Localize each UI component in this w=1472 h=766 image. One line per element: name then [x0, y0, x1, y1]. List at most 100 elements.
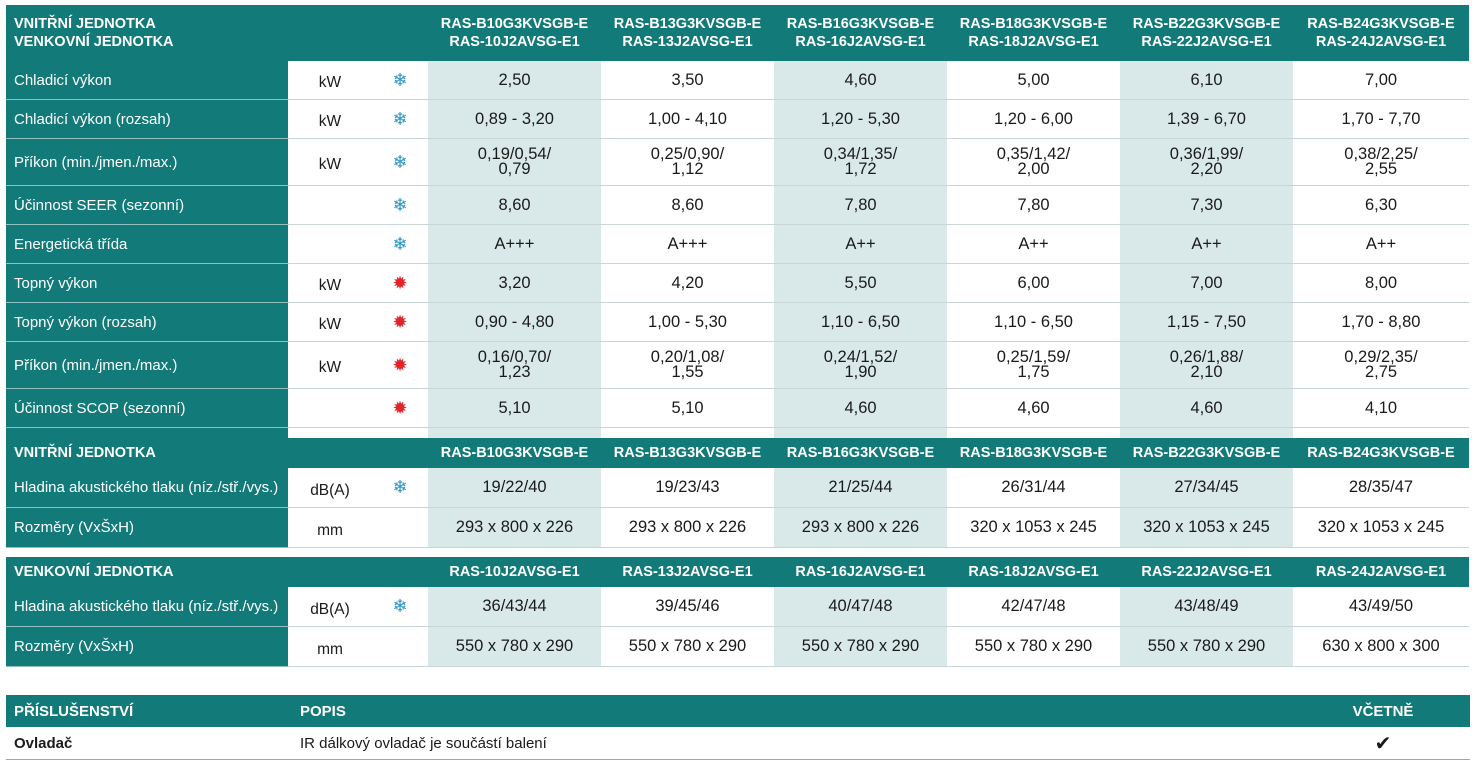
row-label: Rozměry (VxŠxH)	[6, 626, 288, 667]
value-cell: 8,60	[601, 185, 774, 225]
value-line: 2,00	[1017, 160, 1050, 178]
value-cell: 1,10 - 6,50	[774, 302, 947, 342]
spec-row: Energetická třída ❄ A+++ A+++ A++ A++ A++ A++	[6, 224, 1469, 264]
value-cell: 40/47/48	[774, 587, 947, 627]
value-cell: 0,90 - 4,80	[428, 302, 601, 342]
value-cell: 4,60	[774, 388, 947, 428]
row-label: Hladina akustického tlaku (níz./stř./vys…	[6, 587, 288, 627]
value-line: 1,23	[498, 363, 531, 381]
value-line: 0,38/2,25/	[1344, 145, 1418, 163]
spec-row: Hladina akustického tlaku (níz./stř./vys…	[6, 468, 1469, 508]
row-label: Rozměry (VxŠxH)	[6, 507, 288, 548]
value-cell: 0,24/1,52/1,90	[774, 341, 947, 389]
value-cell: 1,00 - 5,30	[601, 302, 774, 342]
value-cell: 8,00	[1293, 263, 1469, 303]
value-cell: 0,34/1,35/1,72	[774, 138, 947, 186]
row-label: Účinnost SCOP (sezonní)	[6, 388, 288, 428]
snowflake-icon: ❄	[392, 477, 408, 497]
value-line: 1,75	[1017, 363, 1050, 381]
indoor-model-header: RAS-B22G3KVSGB-E	[1120, 438, 1293, 468]
outdoor-model-header: RAS-13J2AVSG-E1	[601, 557, 774, 587]
mode-icon-cell: ❄	[372, 587, 428, 627]
indoor-model: RAS-B16G3KVSGB-E	[786, 16, 935, 32]
value-line: 0,35/1,42/	[996, 145, 1071, 163]
accessory-desc-header: POPIS	[292, 695, 1296, 727]
checkmark-icon: ✔	[1374, 732, 1392, 755]
value-cell: 0,16/0,70/1,23	[428, 341, 601, 389]
accessory-name-header: PŘÍSLUŠENSTVÍ	[6, 695, 292, 727]
spec-row: Chladicí výkon (rozsah) kW ❄ 0,89 - 3,20 1,0…	[6, 99, 1469, 139]
value-line: 1,90	[844, 363, 877, 381]
unit-label	[288, 224, 372, 264]
value-cell: 3,50	[601, 61, 774, 100]
indoor-header-row: VNITŘNÍ JEDNOTKA RAS-B10G3KVSGB-E RAS-B1…	[6, 438, 1469, 468]
outdoor-model-header: RAS-24J2AVSG-E1	[1293, 557, 1469, 587]
included-cell: ✔	[1296, 727, 1470, 760]
value-cell: 1,39 - 6,70	[1120, 99, 1293, 139]
model-header: RAS-B10G3KVSGB-E RAS-10J2AVSG-E1	[428, 5, 601, 61]
indoor-model-header: RAS-B18G3KVSGB-E	[947, 438, 1120, 468]
value-cell: 8,60	[428, 185, 601, 225]
value-cell: 0,35/1,42/2,00	[947, 138, 1120, 186]
value-cell: 1,00 - 4,10	[601, 99, 774, 139]
value-cell: A++	[774, 224, 947, 264]
value-line: 2,75	[1364, 363, 1398, 381]
model-header: RAS-B13G3KVSGB-E RAS-13J2AVSG-E1	[601, 5, 774, 61]
outdoor-model-header: RAS-22J2AVSG-E1	[1120, 557, 1293, 587]
value-cell: A+++	[601, 224, 774, 264]
indoor-model: RAS-B10G3KVSGB-E	[440, 16, 589, 32]
value-cell: 1,70 - 8,80	[1293, 302, 1469, 342]
snowflake-icon: ❄	[392, 108, 408, 129]
value-cell: 0,20/1,08/1,55	[601, 341, 774, 389]
value-cell: 27/34/45	[1120, 468, 1293, 508]
value-cell: 0,89 - 3,20	[428, 99, 601, 139]
outdoor-model-header: RAS-16J2AVSG-E1	[774, 557, 947, 587]
indoor-model: RAS-B18G3KVSGB-E	[959, 16, 1108, 32]
unit-label: kW	[288, 263, 372, 303]
indoor-body: Hladina akustického tlaku (níz./stř./vys…	[6, 468, 1469, 548]
outdoor-model: RAS-13J2AVSG-E1	[622, 34, 753, 50]
value-cell: 6,10	[1120, 61, 1293, 100]
model-header: RAS-B24G3KVSGB-E RAS-24J2AVSG-E1	[1293, 5, 1469, 61]
value-cell: 293 x 800 x 226	[601, 507, 774, 548]
value-cell: 5,10	[601, 388, 774, 428]
accessory-included-header: VČETNĚ	[1296, 695, 1470, 727]
outdoor-unit-table: VENKOVNÍ JEDNOTKA RAS-10J2AVSG-E1 RAS-13…	[6, 557, 1469, 667]
row-label: Topný výkon (rozsah)	[6, 302, 288, 342]
row-label: Účinnost SEER (sezonní)	[6, 185, 288, 225]
value-cell: 550 x 780 x 290	[947, 626, 1120, 667]
sun-icon: ✹	[392, 397, 408, 418]
value-cell: 293 x 800 x 226	[774, 507, 947, 548]
sun-icon: ✹	[392, 272, 408, 293]
unit-label: kW	[288, 61, 372, 100]
value-cell: A+++	[428, 224, 601, 264]
value-cell: 5,00	[947, 61, 1120, 100]
unit-label: kW	[288, 138, 372, 186]
unit-label: kW	[288, 302, 372, 342]
unit-label: mm	[288, 626, 372, 667]
value-cell: 1,15 - 7,50	[1120, 302, 1293, 342]
value-cell: 43/48/49	[1120, 587, 1293, 627]
spec-header-row: VNITŘNÍ JEDNOTKA VENKOVNÍ JEDNOTKA RAS-B…	[6, 5, 1469, 61]
value-line: 0,29/2,35/	[1344, 348, 1418, 366]
value-cell: 4,60	[774, 61, 947, 100]
spec-row: Hladina akustického tlaku (níz./stř./vys…	[6, 587, 1469, 627]
snowflake-icon: ❄	[392, 596, 408, 616]
spec-body: Chladicí výkon kW ❄ 2,50 3,50 4,60 5,00 6,10 7,0…	[6, 61, 1469, 467]
value-line: 0,25/1,59/	[996, 348, 1071, 366]
value-cell: 6,00	[947, 263, 1120, 303]
value-cell: 320 x 1053 x 245	[947, 507, 1120, 548]
value-cell: 7,30	[1120, 185, 1293, 225]
indoor-unit-heading: VNITŘNÍ JEDNOTKA	[14, 16, 156, 32]
mode-icon-cell: ❄	[372, 224, 428, 264]
indoor-model-header: RAS-B10G3KVSGB-E	[428, 438, 601, 468]
mode-icon-cell: ✹	[372, 263, 428, 303]
spec-row: Příkon (min./jmen./max.) kW ❄ 0,19/0,54/0,7…	[6, 138, 1469, 186]
unit-label: kW	[288, 341, 372, 389]
value-line: 0,26/1,88/	[1169, 348, 1244, 366]
spec-row: Příkon (min./jmen./max.) kW ✹ 0,16/0,70/1,2…	[6, 341, 1469, 389]
unit-label	[288, 185, 372, 225]
specification-table: VNITŘNÍ JEDNOTKA VENKOVNÍ JEDNOTKA RAS-B…	[6, 5, 1469, 467]
value-cell: 7,80	[774, 185, 947, 225]
sun-icon: ✹	[392, 311, 408, 332]
